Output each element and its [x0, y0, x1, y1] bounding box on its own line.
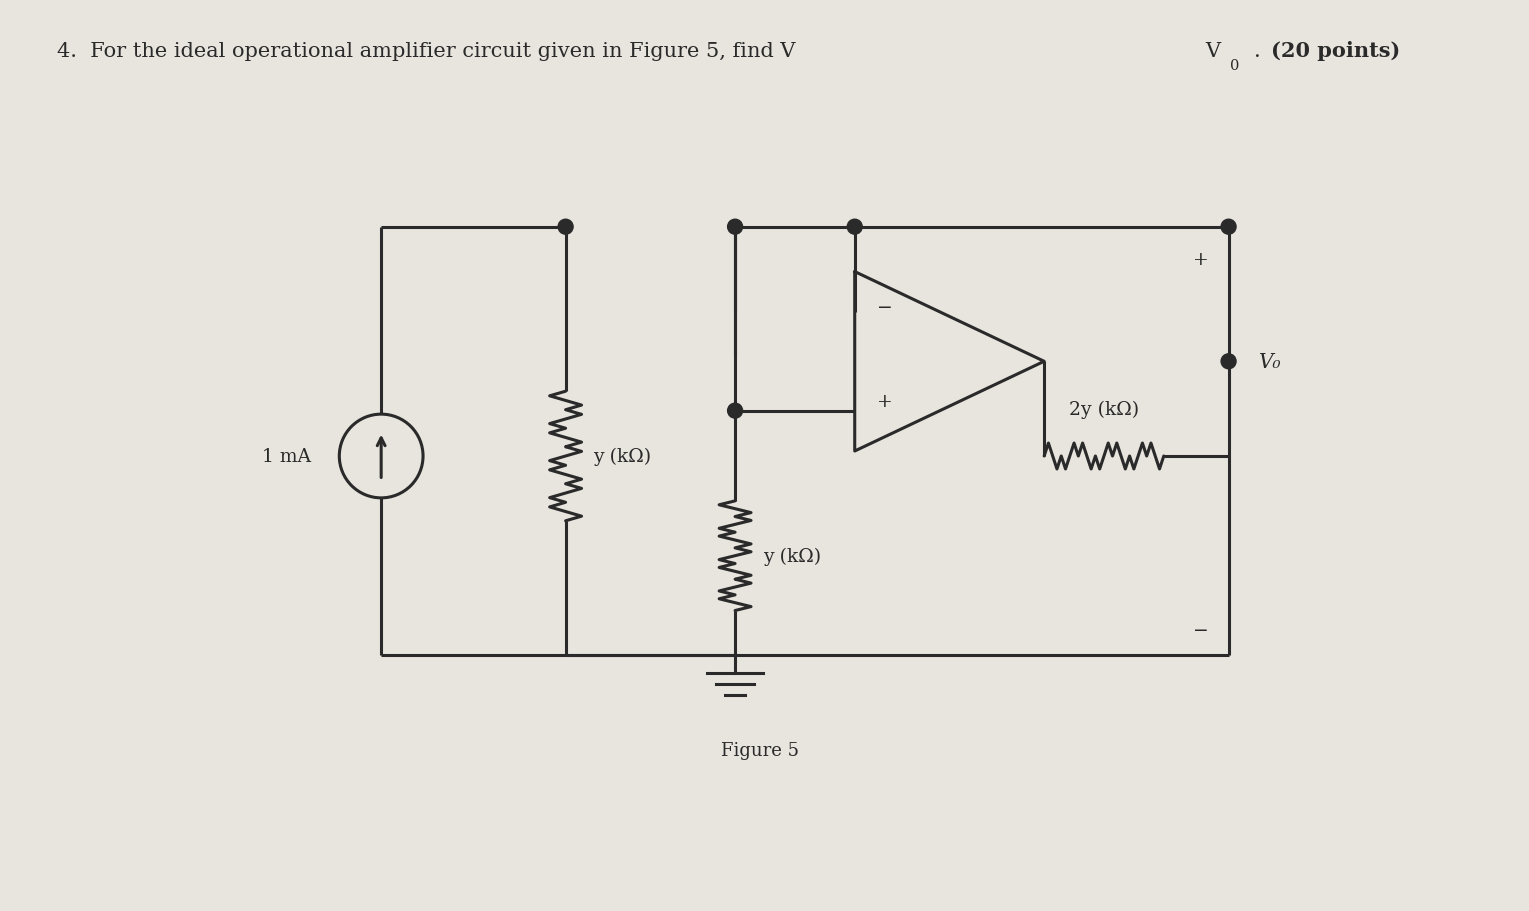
Text: −: −: [1193, 622, 1208, 640]
Text: +: +: [1193, 251, 1208, 269]
Text: V₀: V₀: [1258, 353, 1281, 372]
Text: Figure 5: Figure 5: [722, 742, 800, 759]
Text: y (kΩ): y (kΩ): [593, 447, 651, 466]
Text: 1 mA: 1 mA: [263, 447, 312, 466]
Circle shape: [1222, 220, 1235, 235]
Text: −: −: [876, 299, 893, 317]
Text: 2y (kΩ): 2y (kΩ): [1069, 401, 1139, 419]
Circle shape: [847, 220, 862, 235]
Text: +: +: [876, 393, 893, 410]
Text: V: V: [1206, 42, 1220, 61]
Text: 4.  For the ideal operational amplifier circuit given in Figure 5, find V: 4. For the ideal operational amplifier c…: [57, 42, 795, 61]
Text: y (kΩ): y (kΩ): [763, 547, 821, 565]
Circle shape: [728, 220, 743, 235]
Circle shape: [728, 404, 743, 419]
Circle shape: [558, 220, 573, 235]
Text: 0: 0: [1229, 59, 1238, 73]
Text: .: .: [1254, 42, 1268, 61]
Text: (20 points): (20 points): [1272, 41, 1401, 61]
Circle shape: [1222, 354, 1235, 369]
